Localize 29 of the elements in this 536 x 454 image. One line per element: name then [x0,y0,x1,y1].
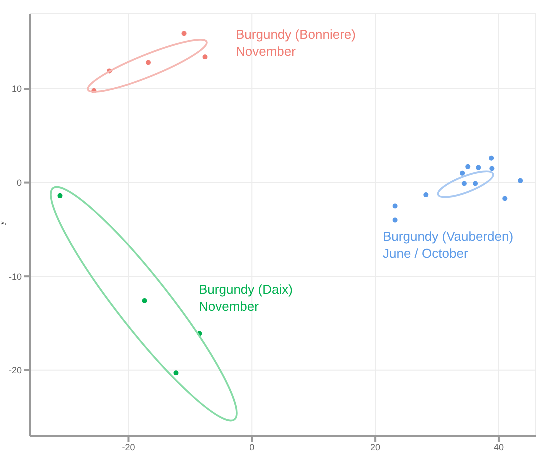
point [392,218,398,223]
point [146,60,151,66]
y-tick-label: -10 [8,272,22,282]
point [473,181,478,186]
y-tick-label: -20 [8,366,22,376]
point [518,178,524,184]
point [490,166,495,172]
y-tick-label: 10 [12,84,22,94]
point [466,164,471,170]
point [476,165,482,170]
point [182,31,187,36]
point [502,196,508,202]
point [462,181,467,186]
point [392,204,398,209]
x-tick-label: 20 [370,442,381,452]
x-tick-label: 40 [494,442,504,452]
point [489,156,494,161]
annotation: Burgundy (Vauberden) June / October [383,228,514,262]
y-tick-label: 0 [16,178,22,188]
point [58,193,63,198]
annotation: Burgundy (Bonniere) November [236,26,356,60]
annotation: Burgundy (Daix) November [199,281,293,315]
x-tick-label: 0 [250,442,255,452]
point [174,370,179,376]
point [202,54,208,60]
point [424,192,429,198]
x-tick-label: -20 [122,442,136,452]
point [142,298,148,304]
point [460,170,466,176]
